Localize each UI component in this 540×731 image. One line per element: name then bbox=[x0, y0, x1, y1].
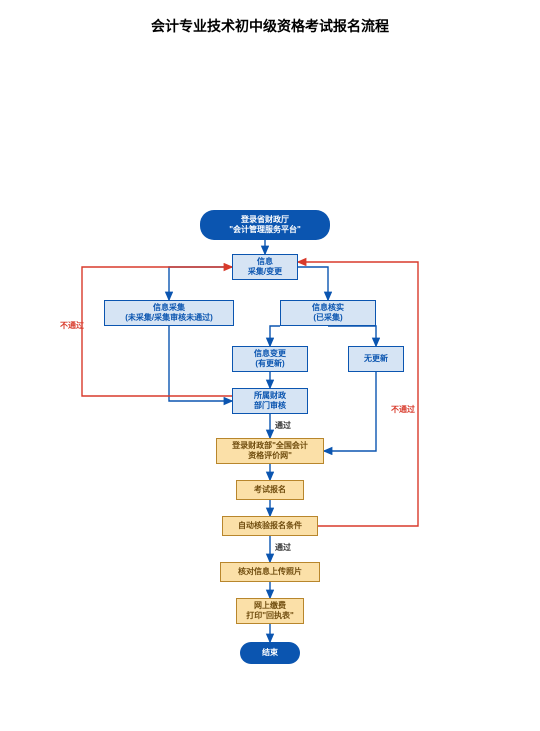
edge-label: 不通过 bbox=[391, 404, 415, 415]
edge-label: 通过 bbox=[275, 420, 291, 431]
edge-label: 通过 bbox=[275, 542, 291, 553]
edge-label: 不通过 bbox=[60, 320, 84, 331]
flowchart-edge-labels: 通过通过不通过不通过 bbox=[0, 0, 540, 731]
